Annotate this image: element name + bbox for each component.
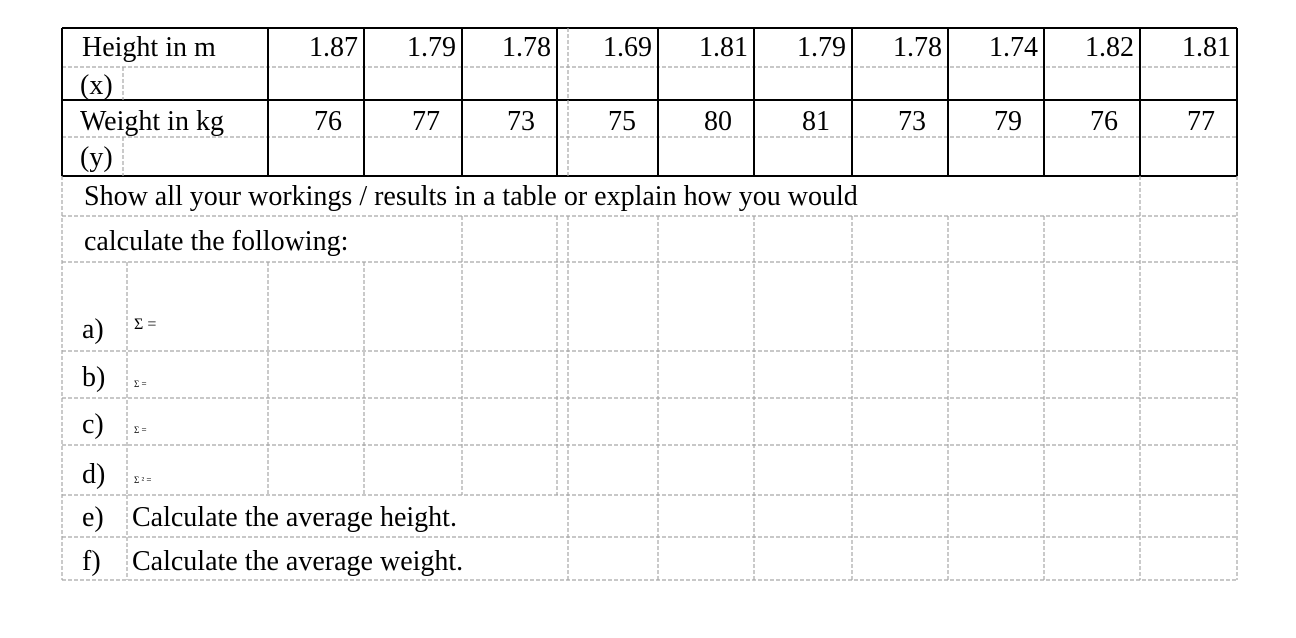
question-f-text: Calculate the average weight. bbox=[132, 546, 464, 577]
instructions-line-1: Show all your workings / results in a ta… bbox=[84, 181, 858, 212]
weight-symbol: (y) bbox=[80, 142, 113, 173]
question-f-label: f) bbox=[82, 546, 101, 577]
height-value: 1.78 bbox=[893, 32, 942, 63]
weight-value: 79 bbox=[994, 106, 1022, 137]
weight-value: 73 bbox=[507, 106, 535, 137]
instructions-line-2: calculate the following: bbox=[84, 226, 349, 257]
height-value: 1.81 bbox=[1182, 32, 1231, 63]
height-value: 1.69 bbox=[603, 32, 652, 63]
question-c-label: c) bbox=[82, 409, 104, 440]
weight-value: 77 bbox=[1187, 106, 1215, 137]
weight-value: 75 bbox=[608, 106, 636, 137]
weight-value: 73 bbox=[898, 106, 926, 137]
question-b-formula: Σ = bbox=[134, 379, 147, 389]
height-value: 1.78 bbox=[502, 32, 551, 63]
height-symbol: (x) bbox=[80, 70, 113, 101]
height-value: 1.82 bbox=[1085, 32, 1134, 63]
height-value: 1.87 bbox=[309, 32, 358, 63]
question-d-formula: Σ ² = bbox=[134, 475, 152, 485]
height-label: Height in m bbox=[82, 32, 216, 63]
weight-value: 76 bbox=[1090, 106, 1118, 137]
height-value: 1.81 bbox=[699, 32, 748, 63]
height-value: 1.74 bbox=[989, 32, 1038, 63]
weight-value: 76 bbox=[314, 106, 342, 137]
height-value: 1.79 bbox=[797, 32, 846, 63]
question-c-formula: Σ = bbox=[134, 425, 147, 435]
question-a-label: a) bbox=[82, 314, 104, 345]
weight-value: 81 bbox=[802, 106, 830, 137]
weight-value: 80 bbox=[704, 106, 732, 137]
question-e-label: e) bbox=[82, 502, 104, 533]
question-b-label: b) bbox=[82, 362, 106, 393]
question-a-formula: Σ = bbox=[134, 316, 157, 333]
height-value: 1.79 bbox=[407, 32, 456, 63]
weight-value: 77 bbox=[412, 106, 440, 137]
weight-label: Weight in kg bbox=[80, 106, 224, 137]
question-d-label: d) bbox=[82, 459, 106, 490]
question-e-text: Calculate the average height. bbox=[132, 502, 457, 533]
